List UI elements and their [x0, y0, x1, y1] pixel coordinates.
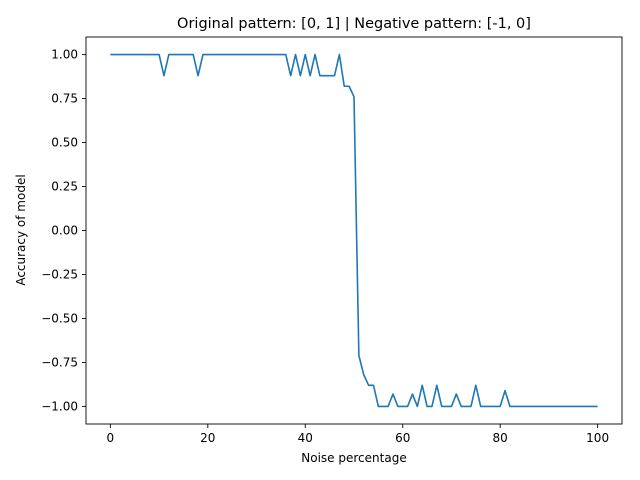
y-tick-label: −0.50 [41, 311, 78, 325]
series-line [110, 53, 598, 408]
y-axis: −1.00 −0.75 −0.50 −0.25 0.00 0.25 0.50 0.75 1.00 [41, 48, 86, 413]
y-tick-label: −1.00 [41, 399, 78, 413]
y-tick-label: 0.00 [51, 224, 78, 238]
x-tick-label: 80 [493, 431, 508, 445]
y-tick-label: 0.50 [51, 136, 78, 150]
x-tick-label: 100 [586, 431, 609, 445]
plot-area [110, 53, 598, 408]
y-axis-label: Accuracy of model [14, 174, 28, 285]
x-tick-label: 20 [200, 431, 215, 445]
y-tick-label: −0.75 [41, 355, 78, 369]
x-tick-label: 60 [395, 431, 410, 445]
y-tick-label: 0.75 [51, 92, 78, 106]
chart-title: Original pattern: [0, 1] | Negative patt… [177, 16, 531, 32]
x-axis: 0 20 40 60 80 100 [107, 424, 609, 445]
y-tick-label: 0.25 [51, 180, 78, 194]
y-tick-label: −0.25 [41, 267, 78, 281]
y-tick-label: 1.00 [51, 48, 78, 62]
x-tick-label: 40 [298, 431, 313, 445]
x-axis-label: Noise percentage [301, 451, 406, 465]
x-tick-label: 0 [107, 431, 115, 445]
